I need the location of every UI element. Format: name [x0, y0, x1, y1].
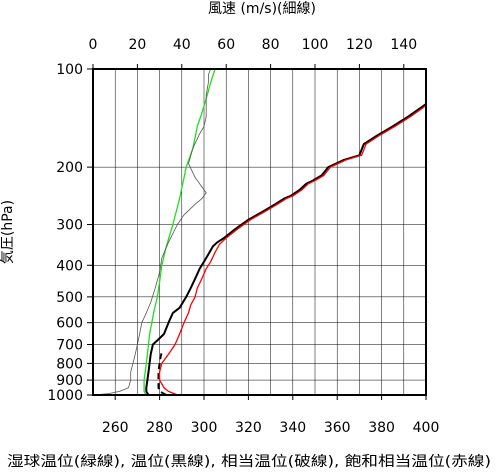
y-tick-label: 700: [56, 338, 83, 354]
series-line-saturated-equivalent-potential-temperature: [158, 104, 427, 396]
y-tick-label: 1000: [47, 388, 83, 404]
y-axis-title: 気圧(hPa): [0, 200, 16, 264]
plot-frame: [92, 68, 427, 396]
top-axis-title: 風速 (m/s)(細線): [208, 1, 316, 17]
x-bottom-tick-label: 380: [368, 420, 395, 436]
grid-lines: [93, 68, 426, 396]
y-tick-label: 800: [56, 356, 83, 372]
series-line-wind-speed: [92, 68, 212, 396]
x-top-tick-label: 40: [173, 37, 191, 53]
y-tick-label: 400: [56, 258, 83, 274]
x-top-tick-label: 140: [390, 37, 417, 53]
bottom-axis-title: 湿球温位(緑線), 温位(黒線), 相当温位(破線), 飽和相当温位(赤線): [7, 453, 491, 470]
y-tick-label: 600: [56, 316, 83, 332]
y-tick-label: 300: [56, 218, 83, 234]
x-bottom-tick-label: 340: [279, 420, 306, 436]
series-line-wet-bulb-potential-temperature: [143, 68, 216, 396]
x-bottom-tick-label: 320: [235, 420, 262, 436]
y-tick-label: 500: [56, 290, 83, 306]
x-top-tick-label: 120: [346, 37, 373, 53]
x-top-tick-label: 100: [302, 37, 329, 53]
x-top-tick-label: 0: [89, 37, 98, 53]
series-layer: [92, 68, 427, 396]
x-bottom-axis-ticks: 260 280 300 320 340 360 380 400: [102, 395, 440, 436]
y-tick-label: 200: [56, 160, 83, 176]
x-top-tick-label: 80: [262, 37, 280, 53]
x-bottom-tick-label: 260: [102, 420, 129, 436]
series-line-potential-temperature: [145, 103, 427, 396]
x-bottom-tick-label: 400: [413, 420, 440, 436]
x-top-axis-ticks: 0 20 40 60 80 100 120 140: [89, 37, 417, 69]
y-tick-label: 900: [56, 373, 83, 389]
x-top-tick-label: 20: [128, 37, 146, 53]
series-line-equivalent-potential-temperature: [157, 352, 167, 396]
x-bottom-tick-label: 360: [324, 420, 351, 436]
x-top-tick-label: 60: [217, 37, 235, 53]
x-bottom-tick-label: 300: [191, 420, 218, 436]
x-bottom-tick-label: 280: [146, 420, 173, 436]
y-tick-label: 100: [56, 62, 83, 78]
